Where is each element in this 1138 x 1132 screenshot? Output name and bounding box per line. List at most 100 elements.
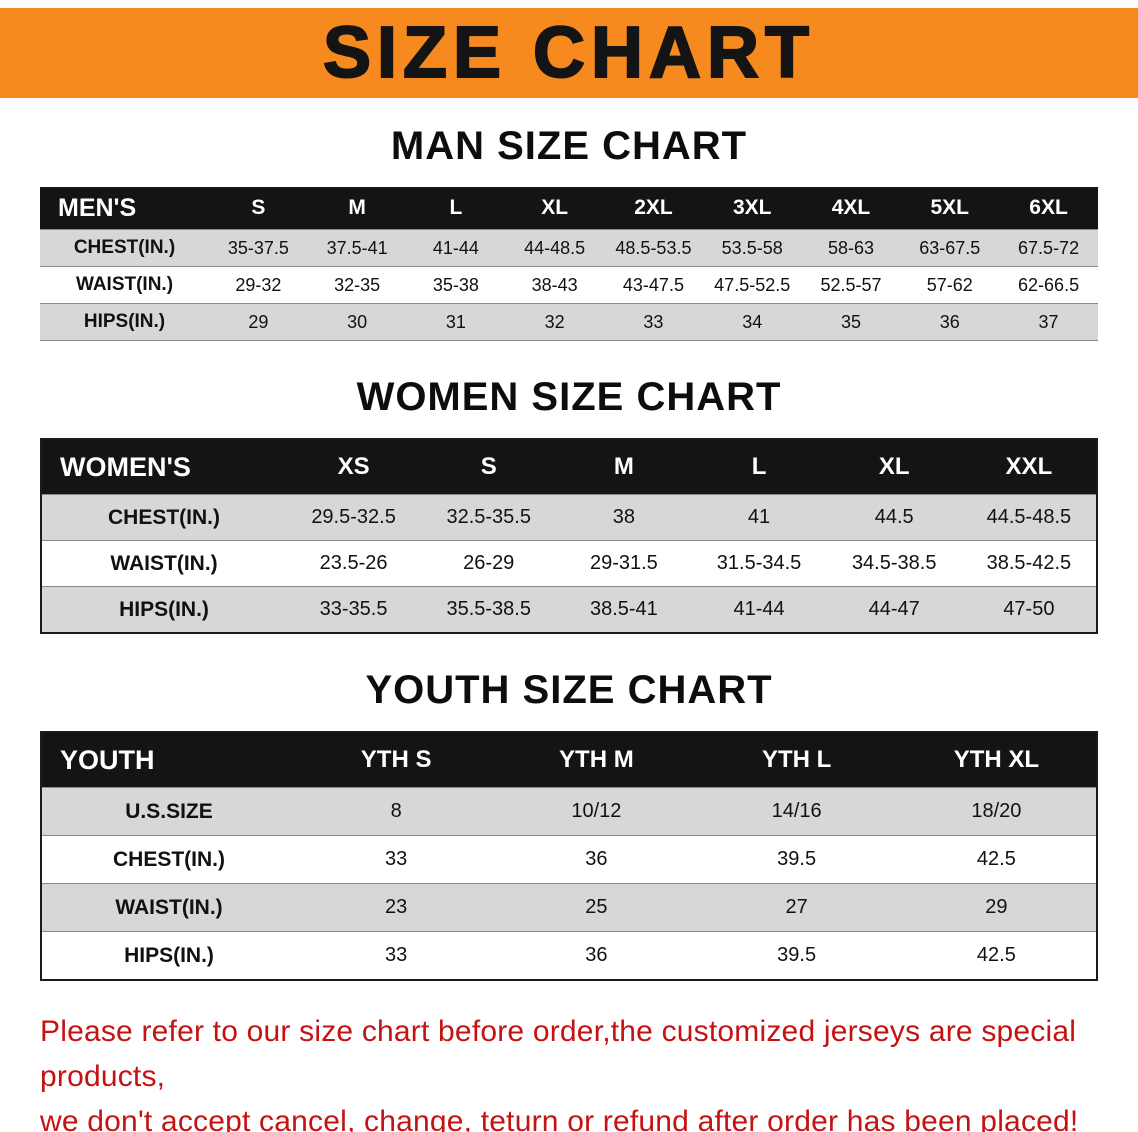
table-row: WAIST(IN.) 23 25 27 29 [41, 883, 1097, 932]
youth-section-heading: YOUTH SIZE CHART [365, 668, 773, 712]
cell: 37 [999, 303, 1098, 341]
cell: 31 [406, 303, 506, 341]
cell: 33 [296, 835, 497, 884]
cell: 39.5 [696, 835, 897, 884]
header-cell: M [556, 439, 692, 495]
row-label: CHEST(IN.) [41, 494, 286, 541]
table-row: U.S.SIZE 8 10/12 14/16 18/20 [41, 787, 1097, 836]
women-size-table: WOMEN'S XS S M L XL XXL CHEST(IN.) 29.5-… [40, 438, 1098, 634]
cell: 36 [900, 303, 1000, 341]
cell: 39.5 [696, 931, 897, 981]
table-row: HIPS(IN.) 33-35.5 35.5-38.5 38.5-41 41-4… [41, 586, 1097, 634]
cell: 29-31.5 [556, 540, 692, 587]
header-cell: XXL [961, 439, 1097, 495]
cell: 30 [307, 303, 407, 341]
row-label: HIPS(IN.) [40, 303, 209, 341]
cell: 14/16 [696, 787, 897, 836]
cell: 35-37.5 [209, 229, 308, 267]
cell: 41 [691, 494, 827, 541]
row-label: WAIST(IN.) [41, 540, 286, 587]
header-cell: S [209, 187, 308, 230]
men-section-heading: MAN SIZE CHART [390, 124, 748, 168]
header-cell: 4XL [801, 187, 901, 230]
row-label: HIPS(IN.) [41, 931, 296, 981]
cell: 36 [496, 931, 697, 981]
header-cell: S [421, 439, 557, 495]
cell: 34 [702, 303, 802, 341]
cell: 10/12 [496, 787, 697, 836]
header-cell: YTH S [296, 732, 497, 788]
women-header-row: WOMEN'S XS S M L XL XXL [41, 439, 1097, 495]
cell: 38-43 [505, 266, 605, 304]
cell: 26-29 [421, 540, 557, 587]
cell: 41-44 [691, 586, 827, 634]
cell: 33-35.5 [286, 586, 422, 634]
cell: 35-38 [406, 266, 506, 304]
cell: 38.5-41 [556, 586, 692, 634]
men-size-table: MEN'S S M L XL 2XL 3XL 4XL 5XL 6XL CHEST… [40, 187, 1098, 341]
cell: 63-67.5 [900, 229, 1000, 267]
cell: 44-48.5 [505, 229, 605, 267]
cell: 29.5-32.5 [286, 494, 422, 541]
order-notice: Please refer to our size chart before or… [40, 1009, 1138, 1132]
cell: 43-47.5 [604, 266, 703, 304]
header-cell: 6XL [999, 187, 1098, 230]
cell: 34.5-38.5 [826, 540, 962, 587]
cell: 48.5-53.5 [604, 229, 703, 267]
cell: 44.5 [826, 494, 962, 541]
cell: 44.5-48.5 [961, 494, 1097, 541]
cell: 8 [296, 787, 497, 836]
cell: 42.5 [896, 931, 1097, 981]
table-row: HIPS(IN.) 33 36 39.5 42.5 [41, 931, 1097, 981]
cell: 27 [696, 883, 897, 932]
cell: 32 [505, 303, 605, 341]
cell: 38 [556, 494, 692, 541]
cell: 35 [801, 303, 901, 341]
cell: 32.5-35.5 [421, 494, 557, 541]
cell: 33 [296, 931, 497, 981]
header-cell: M [307, 187, 407, 230]
cell: 29 [896, 883, 1097, 932]
cell: 42.5 [896, 835, 1097, 884]
table-row: CHEST(IN.) 33 36 39.5 42.5 [41, 835, 1097, 884]
youth-table-title: YOUTH [41, 732, 296, 788]
cell: 53.5-58 [702, 229, 802, 267]
cell: 44-47 [826, 586, 962, 634]
cell: 67.5-72 [999, 229, 1098, 267]
men-header-row: MEN'S S M L XL 2XL 3XL 4XL 5XL 6XL [40, 187, 1098, 230]
cell: 47-50 [961, 586, 1097, 634]
cell: 29 [209, 303, 308, 341]
table-row: CHEST(IN.) 29.5-32.5 32.5-35.5 38 41 44.… [41, 494, 1097, 541]
cell: 25 [496, 883, 697, 932]
header-cell: XL [826, 439, 962, 495]
header-cell: L [691, 439, 827, 495]
cell: 23.5-26 [286, 540, 422, 587]
cell: 58-63 [801, 229, 901, 267]
youth-header-row: YOUTH YTH S YTH M YTH L YTH XL [41, 732, 1097, 788]
cell: 33 [604, 303, 703, 341]
cell: 57-62 [900, 266, 1000, 304]
cell: 47.5-52.5 [702, 266, 802, 304]
men-table-title: MEN'S [40, 187, 209, 230]
cell: 31.5-34.5 [691, 540, 827, 587]
order-notice-line2: we don't accept cancel, change, teturn o… [40, 1105, 1079, 1132]
header-cell: XS [286, 439, 422, 495]
cell: 41-44 [406, 229, 506, 267]
row-label: U.S.SIZE [41, 787, 296, 836]
cell: 35.5-38.5 [421, 586, 557, 634]
women-table-title: WOMEN'S [41, 439, 286, 495]
row-label: CHEST(IN.) [40, 229, 209, 267]
banner: SIZE CHART [0, 8, 1138, 98]
header-cell: YTH XL [896, 732, 1097, 788]
cell: 29-32 [209, 266, 308, 304]
row-label: WAIST(IN.) [41, 883, 296, 932]
youth-size-table: YOUTH YTH S YTH M YTH L YTH XL U.S.SIZE … [40, 731, 1098, 981]
banner-title: SIZE CHART [322, 13, 815, 93]
cell: 52.5-57 [801, 266, 901, 304]
header-cell: 2XL [604, 187, 703, 230]
header-cell: YTH L [696, 732, 897, 788]
header-cell: 5XL [900, 187, 1000, 230]
table-row: WAIST(IN.) 29-32 32-35 35-38 38-43 43-47… [40, 266, 1098, 304]
table-row: CHEST(IN.) 35-37.5 37.5-41 41-44 44-48.5… [40, 229, 1098, 267]
